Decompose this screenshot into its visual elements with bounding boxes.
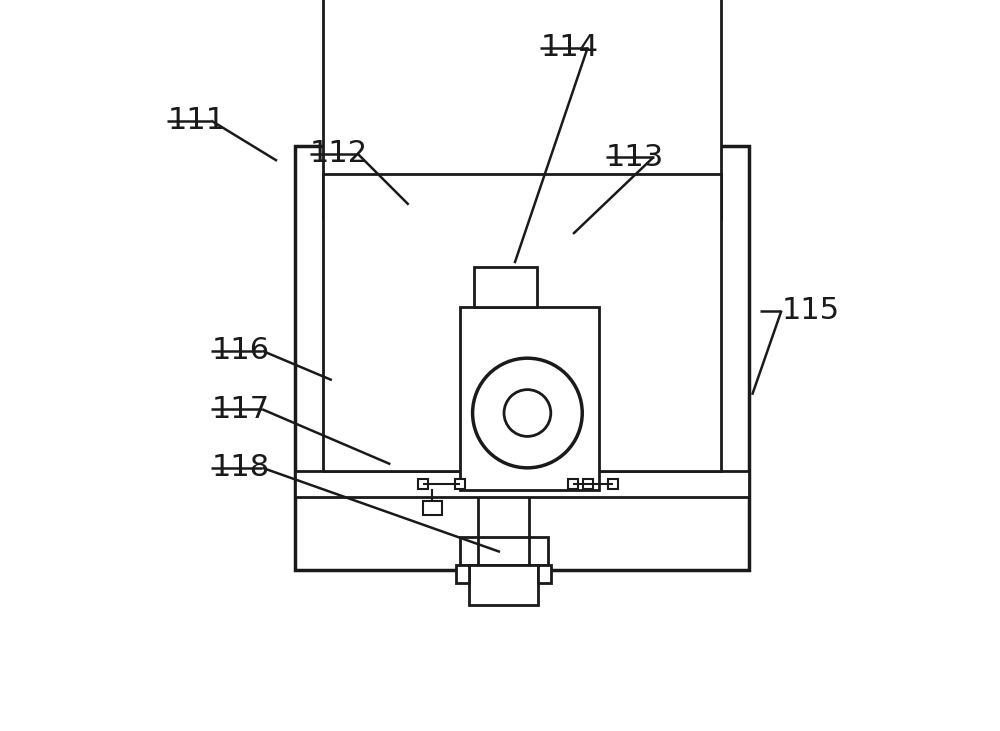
- Bar: [323, 0, 721, 219]
- Text: 112: 112: [310, 139, 368, 168]
- Bar: [460, 307, 599, 490]
- Text: 118: 118: [211, 453, 270, 482]
- Circle shape: [504, 390, 551, 436]
- Text: 113: 113: [606, 143, 664, 172]
- Bar: [456, 565, 469, 583]
- Circle shape: [473, 358, 582, 468]
- Bar: [455, 480, 465, 490]
- Bar: [295, 471, 749, 497]
- Bar: [583, 480, 593, 490]
- Bar: [323, 174, 721, 471]
- Bar: [538, 565, 551, 583]
- Bar: [474, 267, 537, 307]
- Bar: [568, 480, 578, 490]
- Bar: [423, 501, 442, 515]
- Bar: [295, 146, 749, 570]
- Text: 117: 117: [211, 395, 269, 424]
- Text: 116: 116: [211, 336, 269, 366]
- Text: 111: 111: [167, 106, 226, 135]
- Bar: [460, 537, 548, 565]
- Bar: [608, 480, 618, 490]
- Bar: [469, 565, 538, 605]
- Text: 115: 115: [781, 296, 840, 325]
- Bar: [418, 480, 428, 490]
- Text: 114: 114: [540, 33, 598, 62]
